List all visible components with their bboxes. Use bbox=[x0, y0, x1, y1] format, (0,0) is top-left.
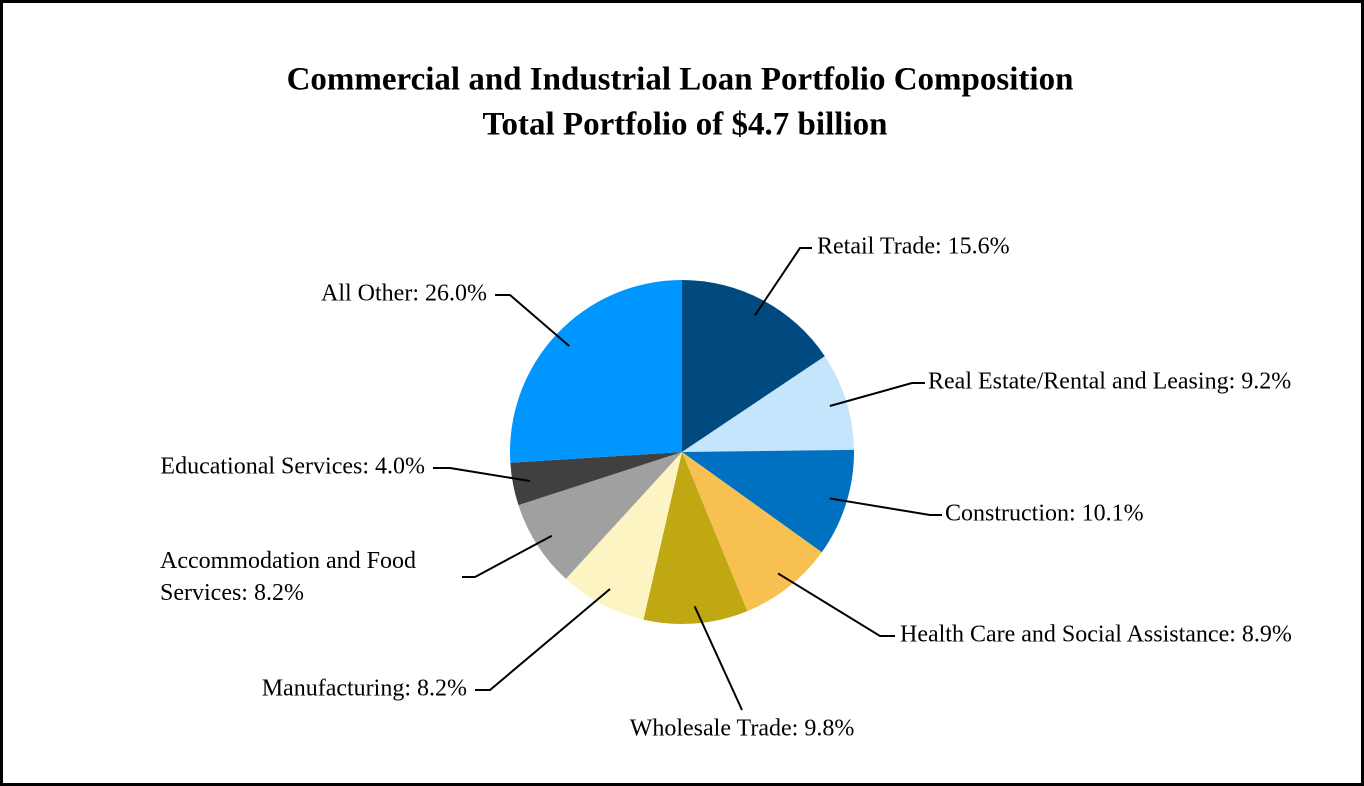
leader-line bbox=[829, 382, 925, 407]
data-label: All Other: 26.0% bbox=[321, 281, 487, 307]
pie-slice bbox=[510, 280, 682, 463]
chart-subtitle: Total Portfolio of $4.7 billion bbox=[483, 107, 888, 143]
pie-slice bbox=[643, 452, 748, 625]
data-label: Retail Trade: 15.6% bbox=[817, 234, 1010, 260]
data-label: Accommodation and Food Services: 8.2% bbox=[160, 548, 416, 606]
leader-line bbox=[495, 294, 570, 347]
pie-slice bbox=[510, 452, 682, 506]
pie-slice bbox=[682, 449, 854, 553]
pie-slice bbox=[565, 452, 682, 620]
pie-slice bbox=[518, 452, 682, 579]
leader-line bbox=[462, 534, 553, 578]
leader-line bbox=[777, 572, 895, 637]
pie-slice bbox=[682, 452, 822, 612]
leader-line bbox=[829, 497, 942, 516]
leader-line bbox=[693, 605, 743, 711]
leader-line bbox=[433, 467, 531, 482]
pie-slice bbox=[682, 356, 854, 452]
pie-slice bbox=[682, 280, 825, 452]
data-label: Health Care and Social Assistance: 8.9% bbox=[900, 622, 1292, 648]
data-label: Educational Services: 4.0% bbox=[160, 454, 425, 480]
data-label: Construction: 10.1% bbox=[945, 501, 1144, 527]
leader-line bbox=[475, 588, 611, 691]
data-label: Real Estate/Rental and Leasing: 9.2% bbox=[928, 369, 1291, 395]
data-label: Wholesale Trade: 9.8% bbox=[630, 716, 855, 742]
leader-line bbox=[754, 247, 812, 316]
data-label: Manufacturing: 8.2% bbox=[262, 676, 467, 702]
chart-title: Commercial and Industrial Loan Portfolio… bbox=[287, 62, 1074, 98]
